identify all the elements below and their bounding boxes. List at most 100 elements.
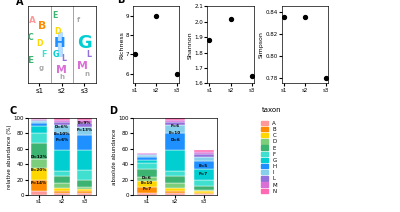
Bar [194, 190, 214, 191]
Point [206, 39, 212, 42]
Bar [31, 191, 47, 195]
Text: C: C [9, 106, 16, 116]
Text: B: B [38, 21, 46, 31]
Text: E: E [52, 11, 57, 20]
Bar [194, 150, 214, 152]
Bar [31, 127, 47, 133]
Text: taxon: taxon [262, 107, 282, 113]
Text: F=14%: F=14% [31, 181, 47, 186]
Bar [194, 152, 214, 154]
Bar [165, 133, 185, 150]
Text: F=7: F=7 [199, 172, 208, 176]
Bar [54, 122, 70, 125]
Text: F=13%: F=13% [76, 128, 92, 132]
Bar [194, 193, 214, 194]
Text: E=5: E=5 [199, 164, 208, 168]
Text: E=10: E=10 [141, 181, 153, 186]
Bar [76, 150, 92, 170]
Bar [76, 123, 92, 127]
Bar [54, 125, 70, 133]
Legend: A, B, C, D, E, F, G, H, I, L, M, N: A, B, C, D, E, F, G, H, I, L, M, N [261, 121, 277, 194]
Text: M: M [56, 64, 67, 74]
Bar [54, 176, 70, 184]
Bar [76, 191, 92, 194]
Bar [194, 194, 214, 195]
Bar [54, 171, 70, 176]
Bar [194, 180, 214, 186]
Point [248, 74, 255, 77]
Bar [165, 150, 185, 171]
Bar [54, 133, 70, 150]
Text: f: f [76, 17, 80, 23]
Text: G: G [77, 34, 92, 52]
Bar [165, 188, 185, 191]
Bar [54, 184, 70, 188]
Text: M: M [77, 61, 88, 71]
Bar [165, 122, 185, 125]
Text: C: C [28, 33, 34, 42]
Point [153, 14, 160, 18]
Text: E: E [27, 56, 33, 65]
Bar [76, 187, 92, 189]
Bar [165, 120, 185, 122]
Bar [54, 118, 70, 120]
Text: D: D [54, 26, 61, 35]
Bar [137, 156, 157, 160]
Bar [54, 191, 70, 194]
Bar [58, 32, 62, 56]
Text: B: B [117, 0, 124, 4]
Text: D=12%: D=12% [31, 155, 47, 159]
Bar [31, 144, 47, 159]
Bar [137, 194, 157, 195]
Point [280, 16, 287, 19]
Y-axis label: relative abundance (%): relative abundance (%) [7, 124, 12, 189]
Bar [54, 188, 70, 191]
Bar [76, 135, 92, 150]
Text: E=10%: E=10% [54, 132, 70, 136]
Bar [194, 169, 214, 180]
Text: G: G [52, 50, 59, 59]
Bar [31, 123, 47, 127]
Point [227, 17, 234, 20]
Bar [76, 180, 92, 187]
Text: E=9%: E=9% [78, 121, 91, 126]
Bar [76, 120, 92, 123]
Bar [165, 194, 185, 195]
Bar [76, 127, 92, 135]
Bar [31, 121, 47, 123]
Text: A: A [29, 16, 36, 25]
Text: D=6%: D=6% [55, 125, 69, 129]
Bar [31, 133, 47, 144]
Bar [137, 154, 157, 155]
Bar [76, 194, 92, 195]
Bar [194, 191, 214, 193]
Bar [54, 120, 70, 122]
Bar [76, 118, 92, 120]
Bar [31, 168, 47, 180]
Y-axis label: Shannon: Shannon [188, 31, 193, 59]
Text: F: F [42, 50, 47, 59]
Bar [137, 153, 157, 154]
Text: D=6: D=6 [142, 176, 152, 180]
Text: E=20%: E=20% [31, 168, 47, 172]
Text: L: L [61, 54, 66, 63]
Y-axis label: Simpson: Simpson [259, 31, 264, 58]
Bar [137, 181, 157, 187]
Text: D: D [36, 39, 42, 48]
Point [302, 16, 308, 19]
Text: D: D [109, 106, 117, 116]
Point [174, 72, 180, 75]
Bar [54, 150, 70, 171]
Text: D=6: D=6 [170, 138, 180, 142]
Bar [54, 194, 70, 195]
Bar [137, 160, 157, 163]
Bar [165, 191, 185, 194]
Y-axis label: absolute abundance: absolute abundance [112, 128, 117, 185]
Bar [137, 177, 157, 181]
Text: H: H [54, 36, 66, 50]
Bar [194, 154, 214, 156]
Text: g: g [39, 65, 44, 71]
Bar [194, 186, 214, 190]
Bar [137, 169, 157, 177]
Bar [165, 184, 185, 188]
